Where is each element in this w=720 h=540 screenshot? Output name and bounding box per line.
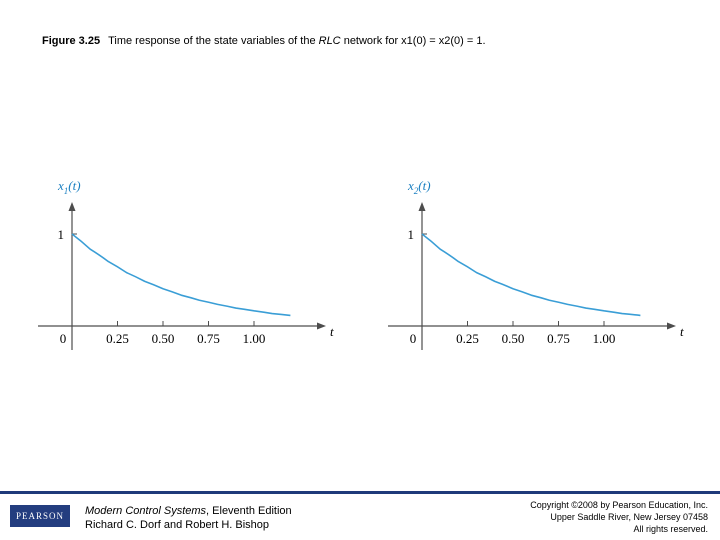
chart-1-series-1-line [71, 233, 291, 317]
chart-2-x-tick-label: 1.00 [593, 331, 616, 346]
chart-2-x-tick-label: 0.50 [502, 331, 525, 346]
book-edition: , Eleventh Edition [206, 505, 292, 517]
copyright-line-1: Copyright ©2008 by Pearson Education, In… [530, 500, 708, 510]
chart-2-x-axis-label: t [680, 324, 684, 339]
caption-text-mid: network for [340, 35, 402, 47]
caption-text-italic: RLC [318, 35, 341, 47]
chart-2-series-1-line [421, 233, 641, 317]
chart-1-y-axis-label: x1(t) [57, 178, 81, 196]
pearson-logo: PEARSON [10, 505, 70, 527]
chart-1-x-tick-label: 0.75 [197, 331, 220, 346]
book-authors: Richard C. Dorf and Robert H. Bishop [85, 519, 270, 531]
chart-2-y-tick-label: 1 [408, 227, 415, 242]
chart-1-x-tick-label: 0 [60, 331, 67, 346]
chart-2-x-axis-arrow [667, 322, 676, 330]
copyright-notice: Copyright ©2008 by Pearson Education, In… [530, 499, 708, 535]
chart-1-x-axis-arrow [317, 322, 326, 330]
chart-2-x-tick-label: 0.25 [456, 331, 479, 346]
chart-2-y-axis-arrow [418, 202, 426, 211]
copyright-line-3: All rights reserved. [633, 524, 708, 534]
chart-1-x-tick-label: 0.50 [152, 331, 175, 346]
chart-1-x-tick-label: 1.00 [243, 331, 266, 346]
caption-text-prefix: Time response of the state variables of … [108, 35, 319, 47]
chart-x1-svg: 0 0.25 0.50 0.75 1.00 1 x1(t) t [38, 178, 334, 350]
figure-caption: Figure 3.25 Time response of the state va… [42, 35, 486, 47]
chart-1-y-tick-label: 1 [58, 227, 65, 242]
book-title: Modern Control Systems [85, 505, 207, 517]
footer-rule [0, 491, 720, 494]
book-credit: Modern Control Systems, Eleventh Edition… [85, 504, 292, 532]
chart-2-y-axis-label: x2(t) [407, 178, 431, 196]
chart-2-x-tick-label: 0.75 [547, 331, 570, 346]
chart-1-y-axis-arrow [68, 202, 76, 211]
chart-x1: 0 0.25 0.50 0.75 1.00 1 x1(t) t [30, 176, 334, 356]
caption-condition: x1(0) = x2(0) = 1. [401, 35, 486, 47]
chart-2-x-tick-label: 0 [410, 331, 417, 346]
chart-x2: 0 0.25 0.50 0.75 1.00 1 x2(t) t [380, 176, 684, 356]
figure-number: Figure 3.25 [42, 35, 101, 47]
chart-1-x-tick-label: 0.25 [106, 331, 129, 346]
chart-1-x-axis-label: t [330, 324, 334, 339]
copyright-line-2: Upper Saddle River, New Jersey 07458 [550, 512, 708, 522]
chart-x2-svg: 0 0.25 0.50 0.75 1.00 1 x2(t) t [388, 178, 684, 350]
book-title-line: Modern Control Systems, Eleventh Edition [85, 504, 292, 518]
